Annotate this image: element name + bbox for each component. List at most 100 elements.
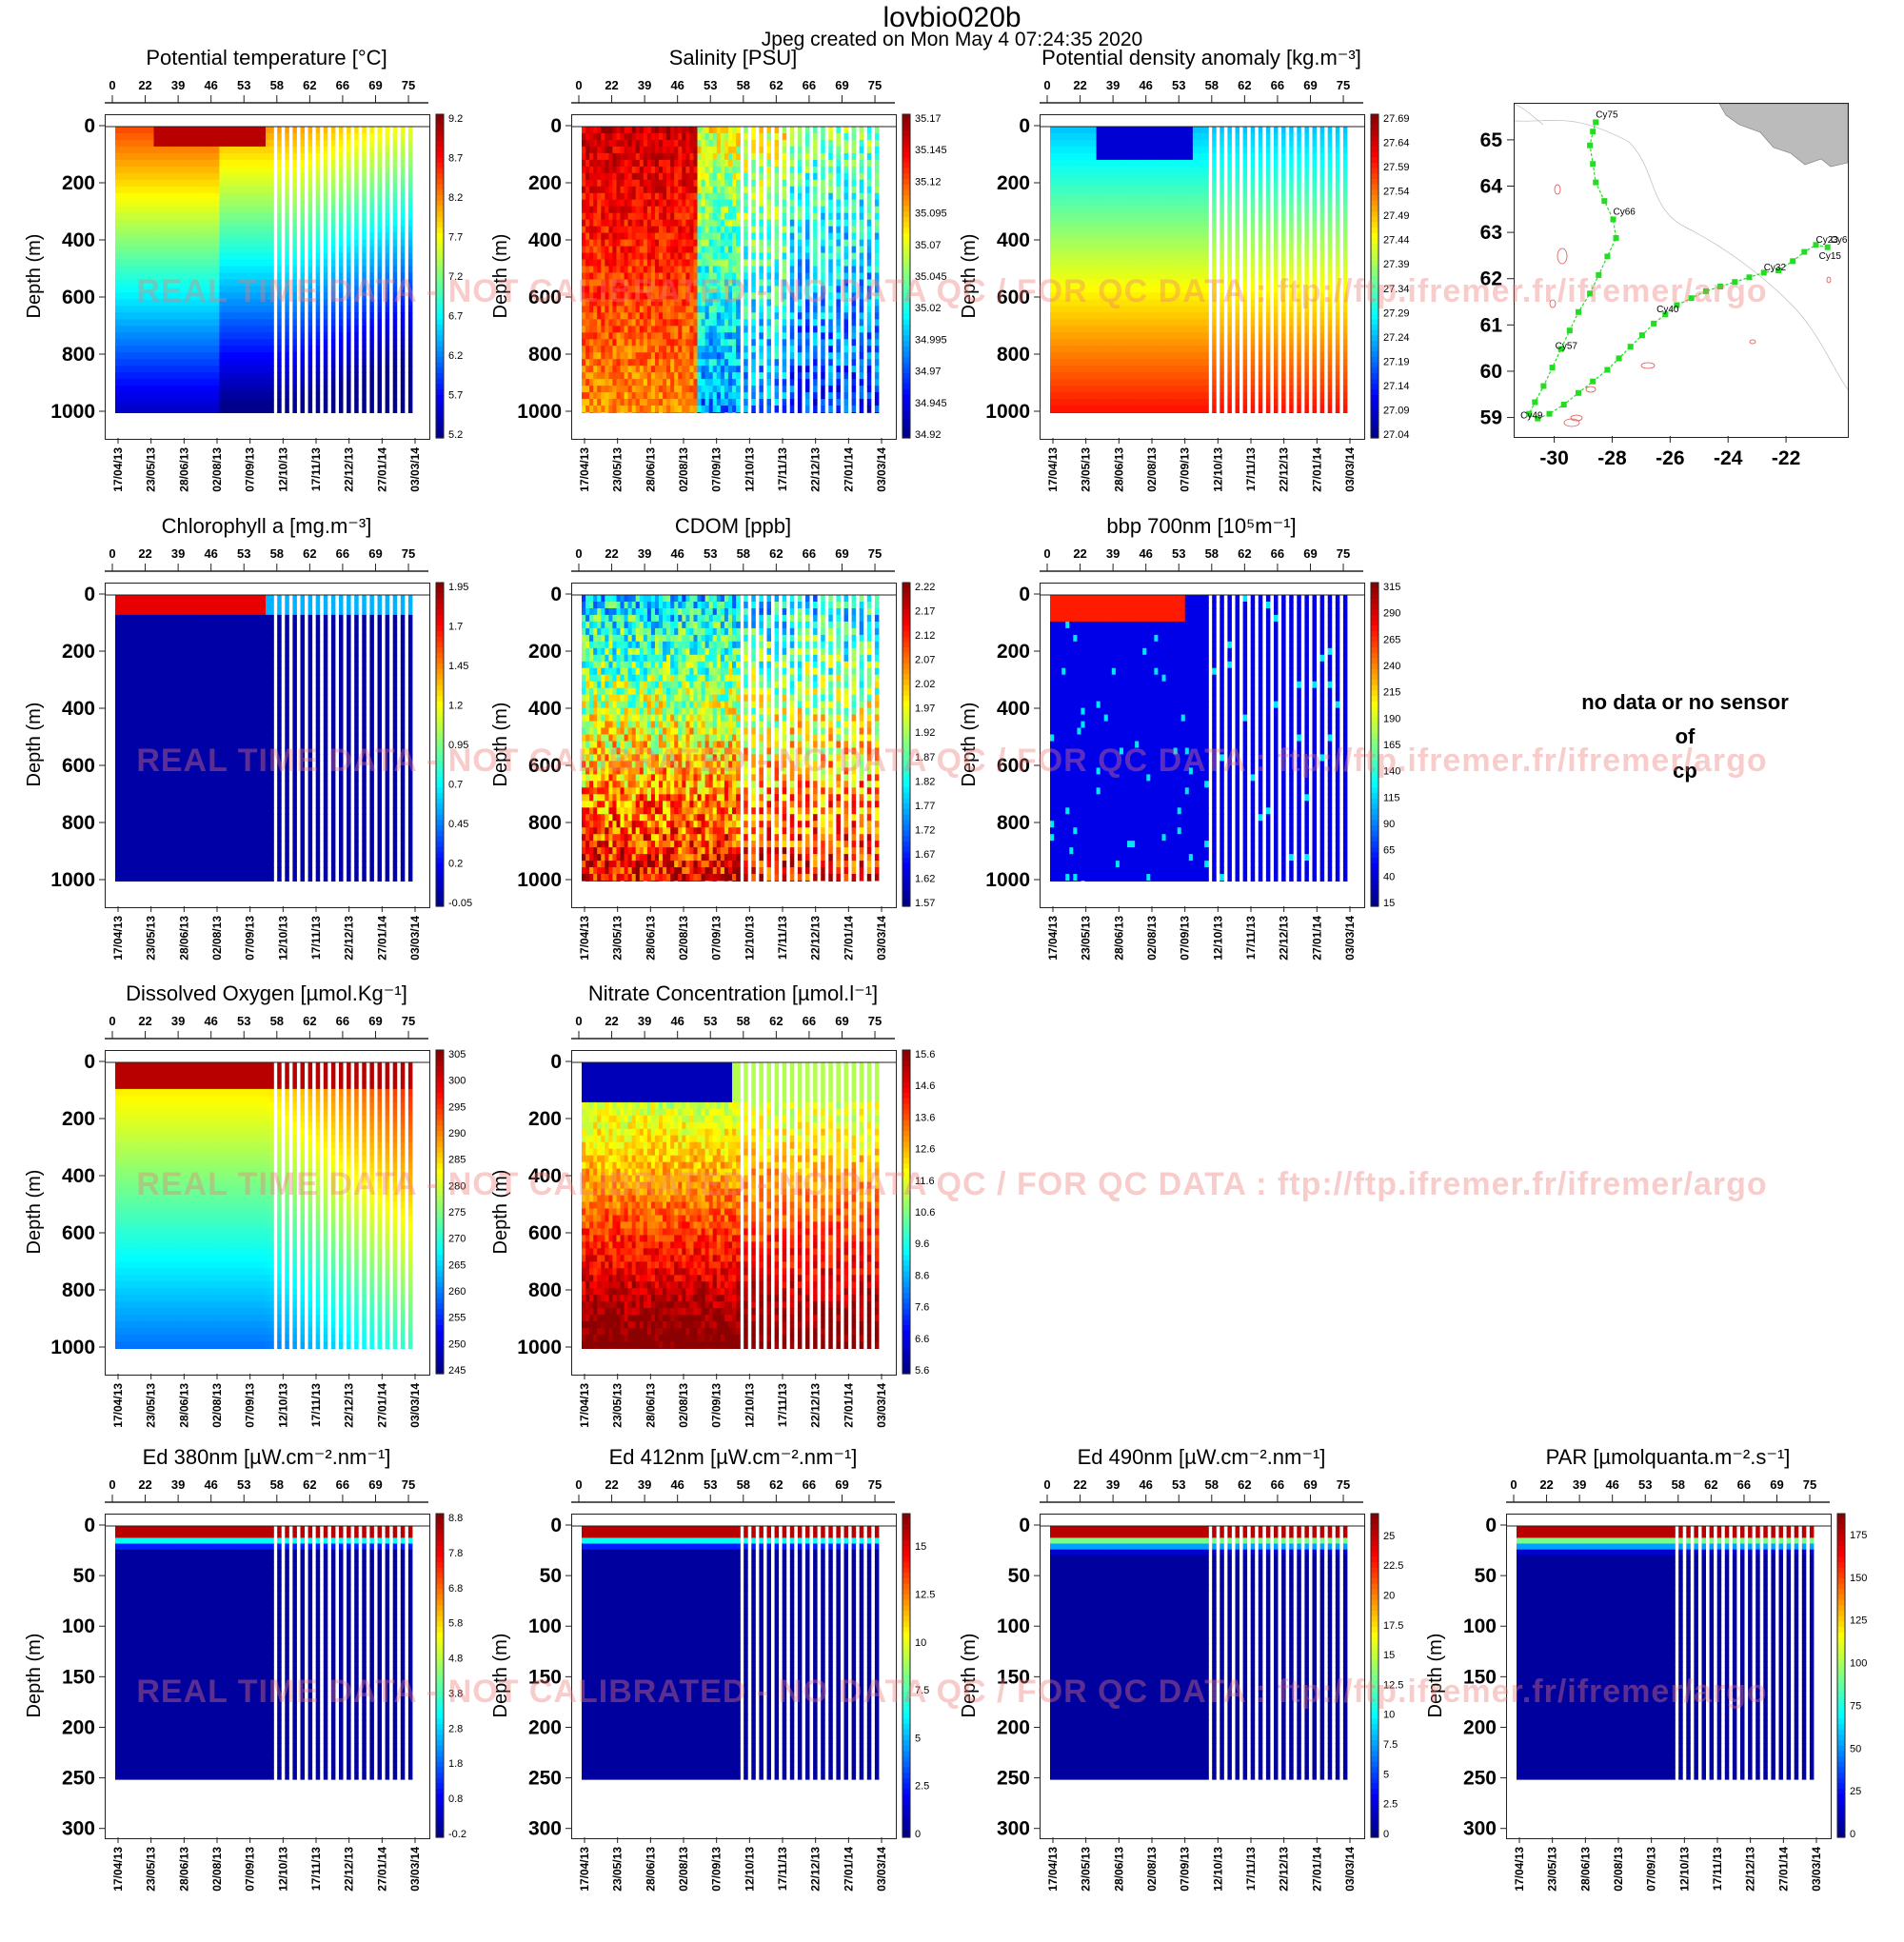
data-cell — [292, 220, 297, 228]
data-cell — [162, 366, 167, 373]
data-cell — [775, 233, 780, 241]
data-cell — [127, 292, 131, 300]
data-cell — [339, 187, 344, 194]
data-cell — [219, 359, 224, 367]
data-cell — [339, 260, 344, 268]
data-cell — [254, 247, 259, 254]
data-cell — [262, 306, 267, 313]
data-cell — [705, 227, 710, 234]
data-cell — [123, 200, 128, 208]
data-cell — [219, 412, 224, 413]
data-cell — [301, 319, 306, 327]
data-cell — [181, 379, 186, 386]
data-cell — [728, 386, 733, 393]
data-cell — [728, 352, 733, 360]
data-cell — [258, 220, 263, 228]
data-cell — [138, 366, 143, 373]
data-cell — [235, 406, 240, 413]
data-cell — [250, 220, 255, 228]
data-cell — [709, 412, 714, 413]
data-cell — [702, 366, 706, 373]
data-cell — [790, 399, 795, 406]
data-cell — [608, 213, 613, 221]
data-cell — [208, 140, 212, 148]
data-cell — [166, 133, 170, 141]
data-cell — [354, 167, 359, 174]
data-cell — [142, 299, 147, 307]
data-cell — [636, 187, 641, 194]
data-cell — [269, 346, 274, 353]
data-cell — [689, 286, 694, 293]
data-cell — [736, 312, 741, 320]
data-cell — [331, 312, 336, 320]
data-cell — [705, 140, 710, 148]
data-cell — [678, 200, 683, 208]
data-cell — [254, 346, 259, 353]
data-cell — [612, 306, 617, 313]
data-cell — [169, 339, 174, 347]
data-cell — [324, 207, 328, 214]
data-cell — [751, 346, 756, 353]
data-cell — [250, 406, 255, 413]
data-cell — [200, 399, 205, 406]
data-cell — [597, 267, 602, 274]
data-cell — [705, 220, 710, 228]
data-cell — [612, 187, 617, 194]
data-cell — [589, 346, 594, 353]
data-cell — [154, 399, 159, 406]
data-cell — [369, 200, 374, 208]
data-cell — [813, 260, 818, 268]
data-cell — [119, 187, 124, 194]
data-cell — [331, 267, 336, 274]
data-cell — [709, 173, 714, 181]
data-cell — [682, 379, 686, 386]
data-cell — [621, 260, 625, 268]
data-cell — [401, 173, 406, 181]
data-cell — [142, 366, 147, 373]
data-cell — [231, 372, 236, 380]
data-cell — [721, 372, 725, 380]
data-cell — [266, 133, 270, 141]
data-cell — [123, 286, 128, 293]
data-cell — [709, 392, 714, 400]
data-cell — [717, 267, 722, 274]
data-cell — [605, 326, 609, 333]
data-cell — [702, 253, 706, 261]
data-cell — [192, 140, 197, 148]
data-cell — [401, 200, 406, 208]
data-cell — [689, 346, 694, 353]
data-cell — [177, 133, 182, 141]
data-cell — [162, 286, 167, 293]
data-cell — [231, 346, 236, 353]
data-cell — [228, 326, 232, 333]
data-cell — [150, 153, 155, 161]
data-cell — [285, 273, 289, 281]
data-cell — [130, 267, 135, 274]
data-cell — [185, 180, 189, 188]
data-cell — [130, 280, 135, 287]
data-cell — [308, 220, 313, 228]
data-cell — [678, 220, 683, 228]
data-cell — [593, 213, 598, 221]
data-cell — [655, 193, 660, 201]
data-cell — [670, 133, 675, 141]
data-cell — [162, 292, 167, 300]
data-cell — [408, 153, 413, 161]
data-cell — [324, 267, 328, 274]
data-cell — [655, 233, 660, 241]
data-cell — [235, 267, 240, 274]
data-cell — [744, 233, 748, 241]
data-cell — [119, 366, 124, 373]
data-cell — [181, 147, 186, 154]
data-cell — [813, 312, 818, 320]
data-cell — [386, 372, 390, 380]
data-cell — [262, 299, 267, 307]
data-cell — [223, 332, 228, 340]
data-cell — [678, 167, 683, 174]
data-cell — [605, 306, 609, 313]
data-cell — [732, 332, 737, 340]
data-cell — [805, 193, 810, 201]
data-cell — [790, 153, 795, 161]
data-cell — [154, 133, 159, 141]
data-cell — [138, 292, 143, 300]
